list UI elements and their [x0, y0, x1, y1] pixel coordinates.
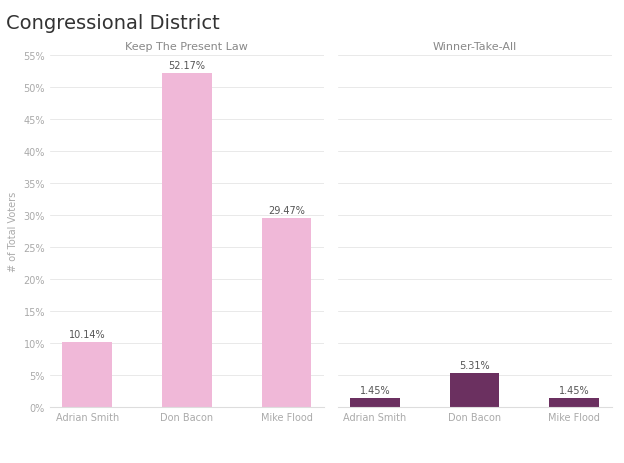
Y-axis label: # of Total Voters: # of Total Voters	[8, 192, 18, 271]
Text: 29.47%: 29.47%	[268, 206, 305, 216]
Bar	[62, 343, 112, 407]
Text: 52.17%: 52.17%	[168, 61, 205, 70]
Bar	[162, 74, 212, 407]
Title: Winner-Take-All: Winner-Take-All	[432, 42, 517, 52]
Text: 5.31%: 5.31%	[459, 360, 490, 370]
Bar	[450, 374, 499, 407]
Bar	[350, 398, 400, 407]
Text: 1.45%: 1.45%	[559, 385, 590, 395]
Bar	[261, 219, 311, 407]
Text: 1.45%: 1.45%	[359, 385, 390, 395]
Text: 10.14%: 10.14%	[69, 329, 105, 339]
Bar	[549, 398, 599, 407]
Title: Keep The Present Law: Keep The Present Law	[125, 42, 248, 52]
Text: Congressional District: Congressional District	[6, 14, 220, 33]
